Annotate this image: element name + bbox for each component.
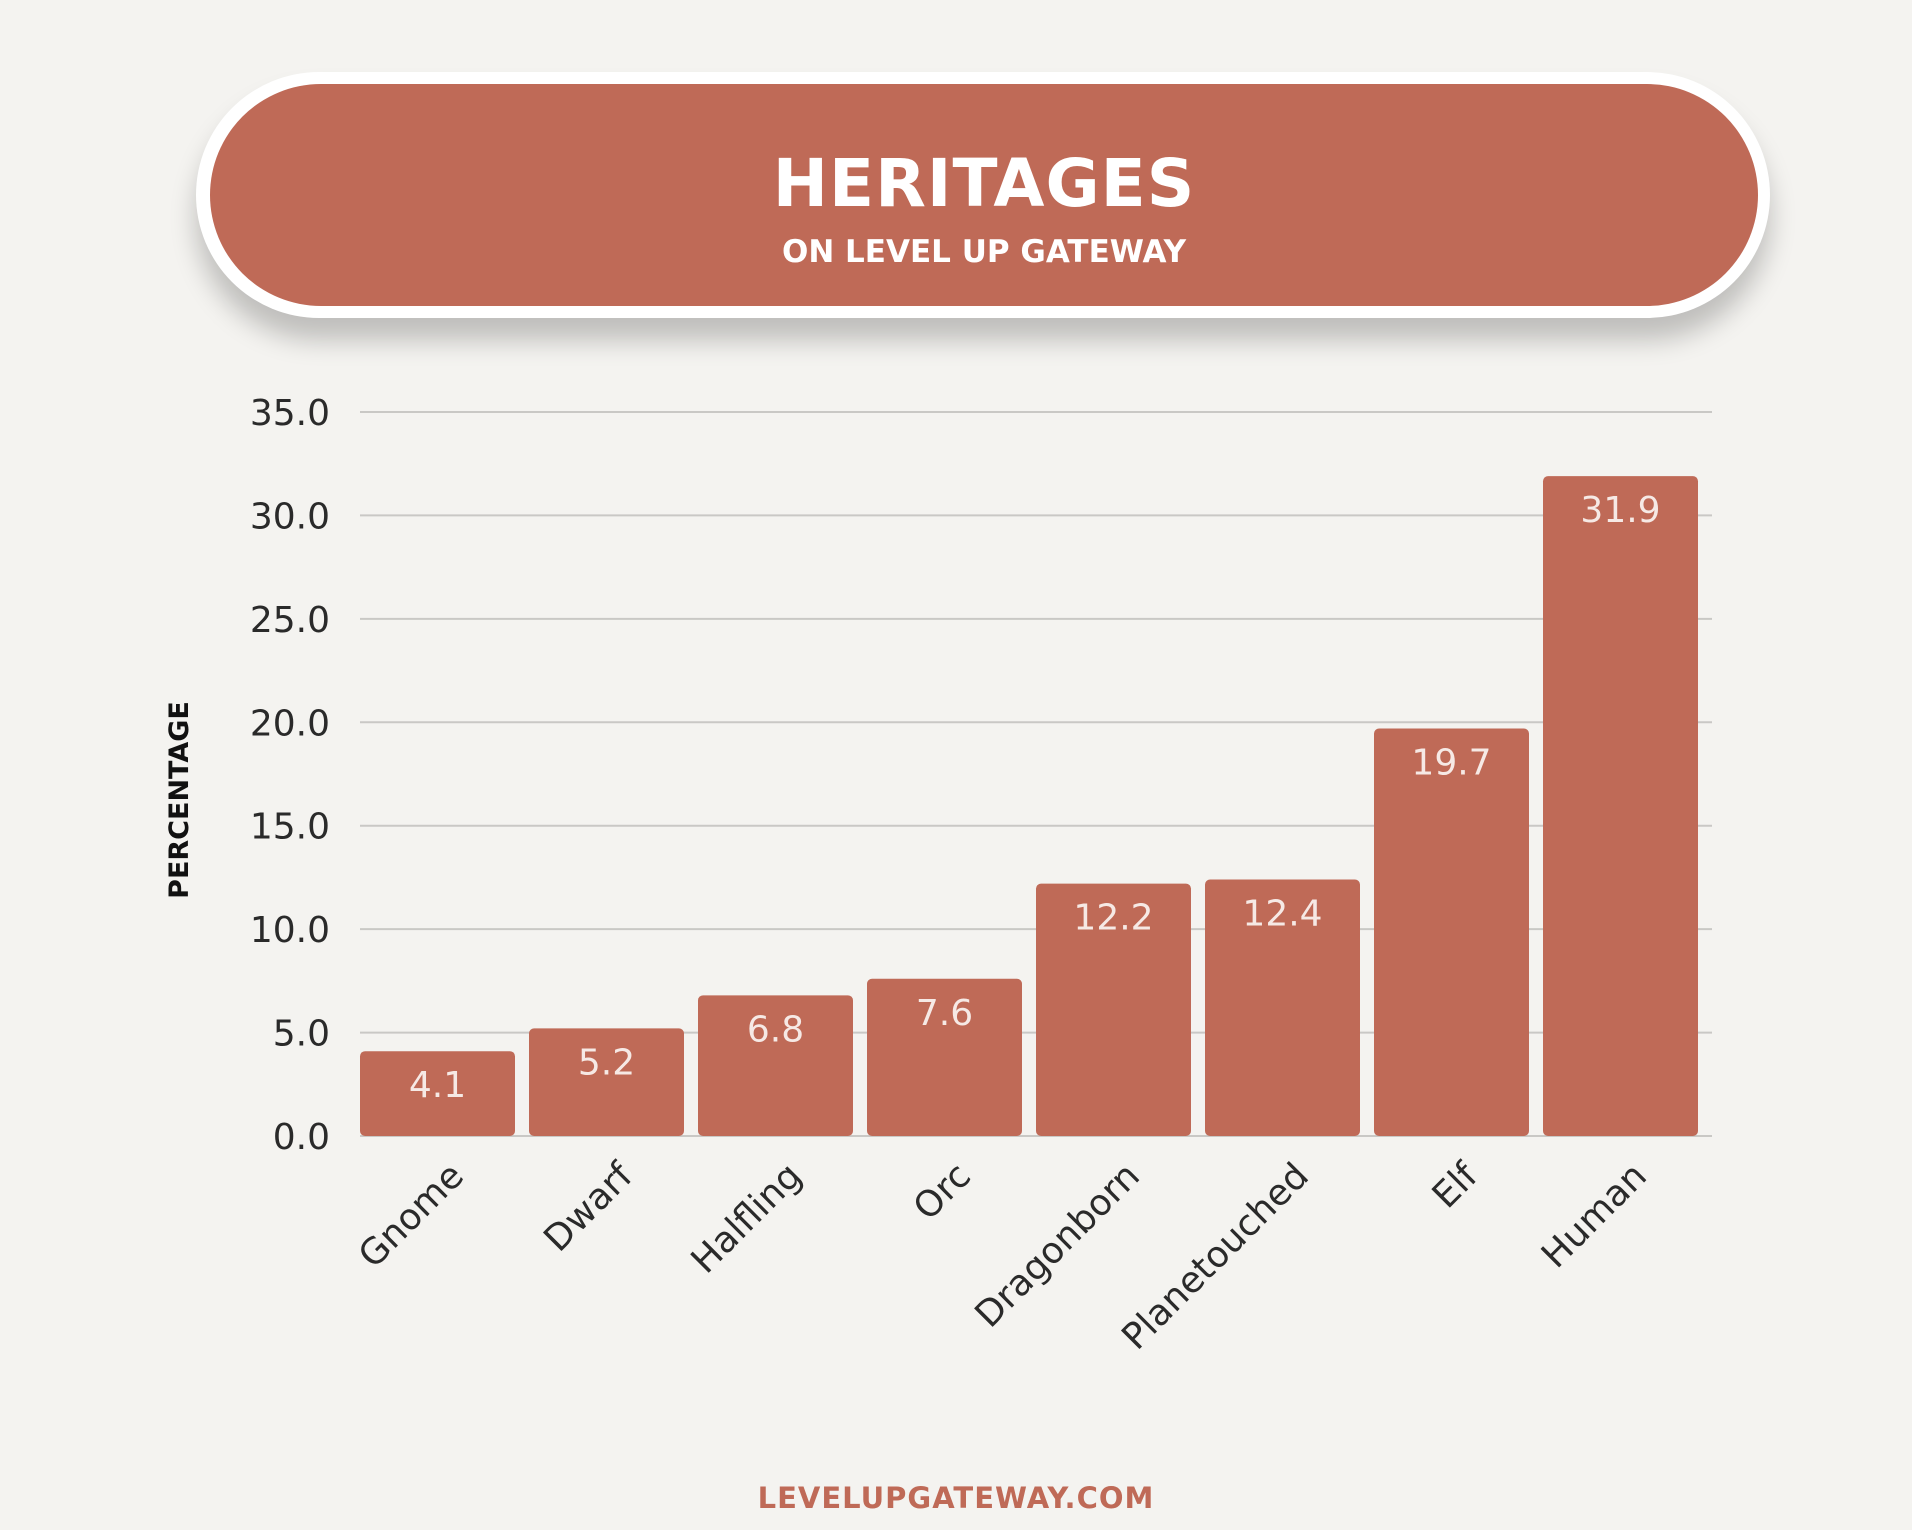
bar-dragonborn [1036, 883, 1191, 1136]
y-tick-label: 0.0 [273, 1117, 330, 1158]
bar-elf [1374, 728, 1529, 1136]
x-tick-label: Gnome [351, 1155, 472, 1276]
bars: 4.1 5.2 6.8 7.6 12.2 12.4 19.7 31.9 [360, 476, 1698, 1136]
y-axis-ticks: 0.0 5.0 10.0 15.0 20.0 25.0 30.0 35.0 [250, 393, 330, 1158]
x-tick-label: Dwarf [536, 1154, 641, 1259]
bar-value-label: 12.2 [1073, 898, 1153, 939]
bar-value-label: 31.9 [1580, 490, 1660, 531]
chart-title: HERITAGES [772, 145, 1196, 222]
chart-subtitle: ON LEVEL UP GATEWAY [781, 234, 1187, 270]
bar-gnome [360, 1051, 515, 1136]
bar-value-label: 12.4 [1242, 893, 1322, 934]
bar-value-label: 4.1 [409, 1065, 466, 1106]
bar-dwarf [529, 1028, 684, 1136]
y-tick-label: 30.0 [250, 496, 330, 537]
bar-planetouched [1205, 879, 1360, 1136]
x-tick-label: Human [1534, 1155, 1655, 1276]
y-tick-label: 25.0 [250, 600, 330, 641]
y-tick-label: 5.0 [273, 1014, 330, 1055]
footer-site: LEVELUPGATEWAY.COM [757, 1481, 1155, 1515]
bar-human [1543, 476, 1698, 1136]
bar-value-label: 6.8 [747, 1009, 804, 1050]
y-tick-label: 20.0 [250, 703, 330, 744]
y-tick-label: 15.0 [250, 807, 330, 848]
bar-orc [867, 978, 1022, 1136]
x-tick-label: Elf [1425, 1154, 1487, 1216]
x-tick-label: Halfling [684, 1155, 810, 1281]
bar-halfling [698, 995, 853, 1136]
x-axis-ticks: Gnome Dwarf Halfling OrcDragonbornPlanetouc… [351, 1154, 1655, 1357]
title-banner: HERITAGES ON LEVEL UP GATEWAY [210, 84, 1758, 306]
bar-value-label: 7.6 [916, 993, 973, 1034]
y-tick-label: 10.0 [250, 910, 330, 951]
x-tick-label: Dragonborn [967, 1155, 1147, 1335]
y-axis-label: PERCENTAGE [164, 701, 195, 899]
bar-value-label: 5.2 [578, 1042, 635, 1083]
bar-value-label: 19.7 [1411, 742, 1491, 783]
y-tick-label: 35.0 [250, 393, 330, 434]
x-tick-label: Orc [906, 1155, 979, 1228]
